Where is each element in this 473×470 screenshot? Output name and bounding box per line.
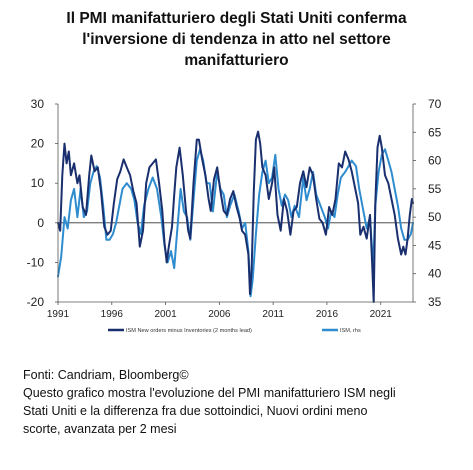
x-tick-label: 2021	[370, 309, 393, 320]
left-tick-label: 0	[37, 216, 44, 230]
left-tick-label: -10	[27, 255, 45, 269]
caption-line-3: Stati Uniti e la differenza fra due sott…	[23, 404, 368, 418]
x-tick-label: 2016	[316, 309, 339, 320]
legend-item-ism: ISM, rhs	[322, 328, 361, 334]
x-tick-label: 2001	[154, 309, 177, 320]
legend-label: ISM New orders minus Inventories (2 mont…	[126, 328, 252, 334]
title-line-2: l'inversione di tendenza in atto nel set…	[82, 31, 391, 48]
right-tick-label: 40	[428, 267, 442, 281]
title-line-1: Il PMI manifatturiero degli Stati Uniti …	[66, 10, 407, 27]
right-tick-label: 45	[428, 238, 442, 252]
x-tick-label: 2011	[262, 309, 284, 320]
caption-source: Fonti: Candriam, Bloomberg©	[23, 368, 189, 382]
right-tick-label: 70	[428, 97, 442, 111]
line-chart: 30 20 10 0 -10 -20 70 65 60 55 50 45 40 35 1991 1996 200…	[27, 97, 442, 334]
legend-label: ISM, rhs	[340, 328, 361, 334]
axes-layer: 30 20 10 0 -10 -20 70 65 60 55 50 45 40 35 1991 1996 200…	[27, 97, 442, 320]
title-line-3: manifatturiero	[184, 52, 289, 69]
chart-title: Il PMI manifatturiero degli Stati Uniti …	[20, 8, 453, 71]
series-layer	[57, 130, 414, 303]
right-tick-label: 65	[428, 125, 442, 139]
right-tick-label: 50	[428, 210, 442, 224]
x-tick-label: 1996	[101, 309, 124, 320]
left-tick-label: 30	[31, 97, 45, 111]
legend-item-new-orders-minus-inventories: ISM New orders minus Inventories (2 mont…	[108, 328, 252, 334]
left-tick-label: 20	[31, 137, 45, 151]
right-tick-label: 55	[428, 182, 442, 196]
left-tick-label: -20	[27, 295, 45, 309]
legend: ISM New orders minus Inventories (2 mont…	[108, 328, 361, 334]
right-tick-label: 35	[428, 295, 442, 309]
x-tick-label: 1991	[47, 309, 70, 320]
caption-line-2: Questo grafico mostra l'evoluzione del P…	[23, 386, 396, 400]
series-line-new-orders-minus-inventories	[57, 130, 414, 303]
right-tick-label: 60	[428, 154, 442, 168]
left-tick-label: 10	[31, 176, 45, 190]
x-tick-label: 2006	[208, 309, 231, 320]
caption-line-4: scorte, avanzata per 2 mesi	[23, 422, 177, 436]
caption: Fonti: Candriam, Bloomberg© Questo grafi…	[23, 366, 463, 438]
